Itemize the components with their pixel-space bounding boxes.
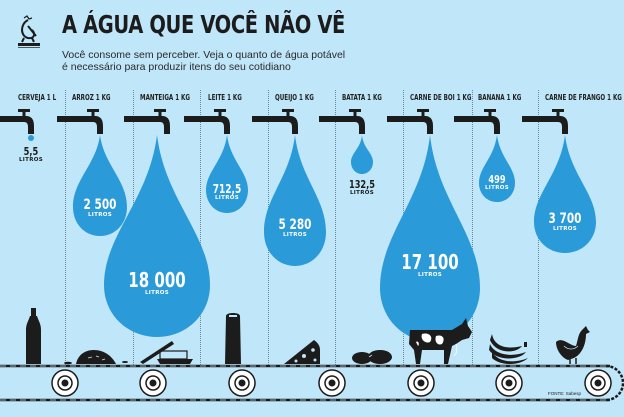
- milk-bottle-icon: [225, 313, 241, 364]
- water-drop-carne-de-frango: [534, 135, 596, 253]
- column-divider: [335, 90, 336, 365]
- value-arroz: 2 500 LITROS: [83, 197, 117, 218]
- item-label-manteiga: MANTEIGA 1 KG: [140, 93, 190, 102]
- conveyor-wheel-icon: [228, 369, 256, 397]
- water-drop-batata: [351, 135, 373, 174]
- conveyor-wheel-icon: [584, 369, 612, 397]
- value-leite: 712,5 LITROS: [212, 182, 242, 201]
- value-carne-de-boi: 17 100 LITROS: [401, 250, 459, 278]
- faucet-icon: [522, 109, 568, 134]
- banana-icon: [489, 334, 528, 364]
- water-drop-cerveja: [28, 135, 34, 141]
- item-label-batata: BATATA 1 KG: [342, 93, 382, 102]
- conveyor-wheel-icon: [139, 369, 167, 397]
- value-queijo: 5 280 LITROS: [278, 217, 312, 238]
- item-label-leite: LEITE 1 KG: [208, 93, 242, 102]
- faucet-icon: [124, 109, 170, 134]
- value-cerveja: 5,5 LITROS: [19, 145, 43, 163]
- water-drop-queijo: [264, 135, 326, 266]
- subtitle-line-2: é necessário para produzir itens do seu …: [62, 61, 291, 73]
- conveyor-wheel-icon: [51, 369, 79, 397]
- water-drop-arroz: [73, 135, 127, 236]
- column-divider: [200, 90, 201, 365]
- chicken-icon: [556, 326, 590, 364]
- item-label-arroz: ARROZ 1 KG: [72, 93, 111, 102]
- faucet-icon: [252, 109, 298, 134]
- faucet-icon: [57, 109, 103, 134]
- item-label-carne-de-frango: CARNE DE FRANGO 1 KG: [545, 93, 622, 102]
- cow-icon: [409, 318, 472, 364]
- water-drop-banana: [479, 135, 515, 202]
- faucet-icon: [319, 109, 365, 134]
- value-carne-de-frango: 3 700 LITROS: [548, 211, 582, 232]
- value-manteiga: 18 000 LITROS: [128, 268, 186, 296]
- rice-pile-icon: [64, 350, 128, 365]
- value-banana: 499 LITROS: [485, 173, 509, 191]
- column-divider: [472, 90, 473, 365]
- subtitle-line-1: Você consome sem perceber. Veja o quanto…: [62, 49, 346, 61]
- water-drop-manteiga: [104, 135, 210, 337]
- water-drop-carne-de-boi: [380, 135, 480, 341]
- conveyor-wheel-icon: [407, 369, 435, 397]
- conveyor-belt: [0, 364, 624, 402]
- value-batata: 132,5 LITROS: [348, 178, 376, 196]
- faucet-icon: [387, 109, 433, 134]
- conveyor-wheel-icon: [495, 369, 523, 397]
- page-title: A ÁGUA QUE VOCÊ NÃO VÊ: [62, 10, 345, 39]
- item-label-queijo: QUEIJO 1 KG: [275, 93, 314, 102]
- planeta-logo-icon: [18, 15, 40, 48]
- source-note: FONTE: Sabesp: [548, 391, 582, 396]
- butter-dish-icon: [140, 341, 193, 364]
- column-divider: [65, 90, 66, 365]
- subtitle: Você consome sem perceber. Veja o quanto…: [62, 49, 362, 73]
- faucet-icon: [184, 109, 230, 134]
- faucet-icon: [0, 109, 34, 134]
- water-drop-leite: [206, 135, 248, 213]
- potato-icon: [352, 350, 392, 364]
- item-label-cerveja: CERVEJA 1 L: [18, 93, 57, 102]
- cheese-icon: [284, 340, 320, 364]
- conveyor-wheel-icon: [318, 369, 346, 397]
- faucet-icon: [454, 109, 500, 134]
- beer-bottle-icon: [26, 308, 41, 364]
- item-label-carne-de-boi: CARNE DE BOI 1 KG: [410, 93, 472, 102]
- item-label-banana: BANANA 1 KG: [478, 93, 522, 102]
